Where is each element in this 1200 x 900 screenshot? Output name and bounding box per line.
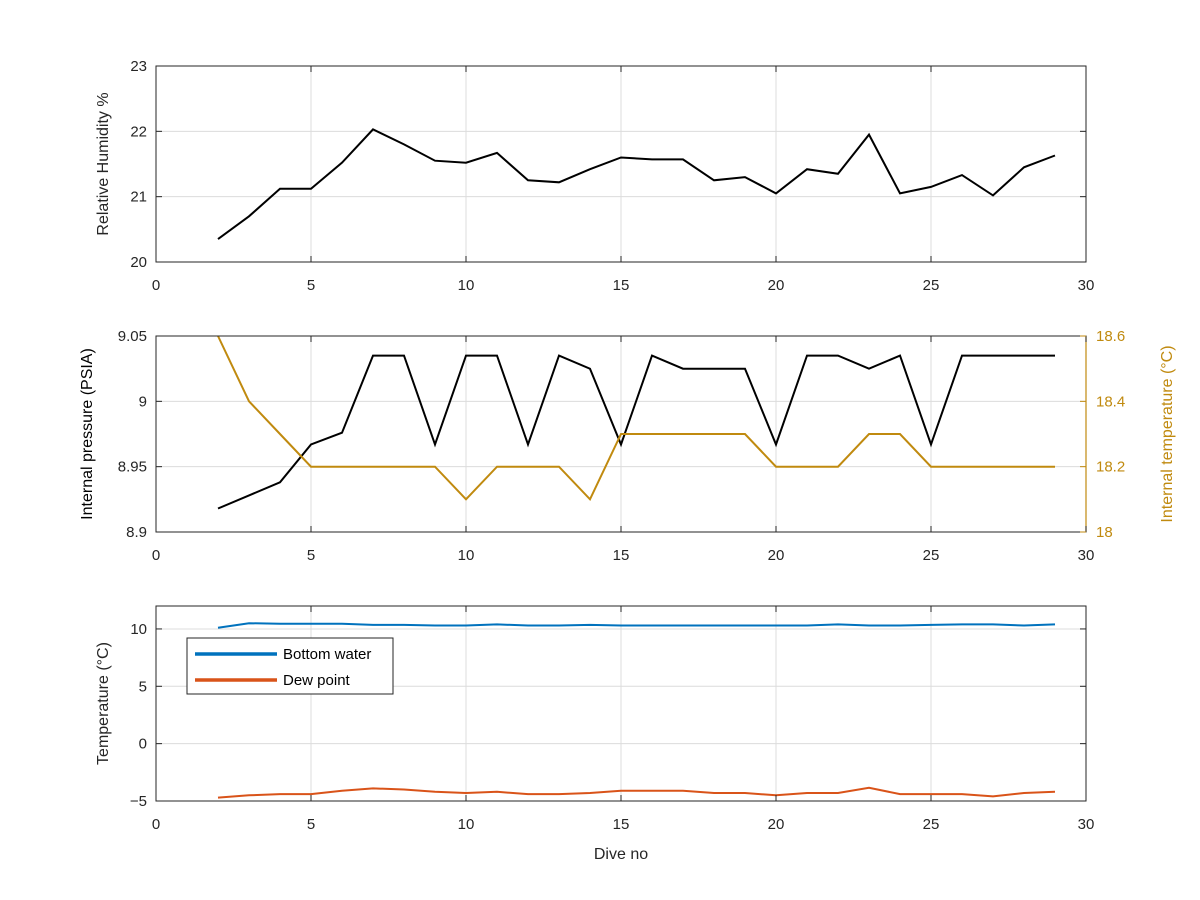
x-tick-label: 10 (458, 547, 475, 564)
right-y-tick-label: 18.2 (1096, 459, 1125, 476)
y-tick-label: 22 (130, 123, 147, 140)
x-tick-label: 30 (1078, 816, 1095, 833)
legend-entry: Dew point (283, 672, 351, 689)
series-line-0-0 (217, 128, 1056, 240)
y-tick-label: 9 (139, 393, 147, 410)
x-tick-label: 20 (768, 277, 785, 294)
y-tick-label: 9.05 (118, 328, 147, 345)
x-tick-label: 15 (613, 277, 630, 294)
x-axis-label: Dive no (594, 846, 648, 863)
x-tick-label: 30 (1078, 277, 1095, 294)
y-tick-label: 10 (130, 621, 147, 638)
series-line-1-0 (217, 354, 1055, 510)
legend: Bottom water Dew point (186, 637, 394, 695)
y-tick-label: 23 (130, 58, 147, 75)
x-tick-label: 5 (307, 277, 315, 294)
x-tick-label: 5 (307, 547, 315, 564)
y-axis-label: Temperature (°C) (95, 642, 112, 765)
legend-box (186, 637, 394, 695)
temperature-panel: 0 5 10 15 20 25 30 −5 0 5 10 Temperature (°C) Dive n… (95, 605, 1095, 863)
y-tick-label: 8.9 (126, 524, 147, 541)
right-y-tick-label: 18.4 (1096, 393, 1125, 410)
x-tick-label: 15 (613, 816, 630, 833)
y-axis-label: Relative Humidity % (95, 92, 112, 235)
series-line-2-1 (217, 786, 1056, 799)
x-tick-label: 25 (923, 547, 940, 564)
x-tick-label: 20 (768, 816, 785, 833)
x-tick-label: 20 (768, 547, 785, 564)
x-tick-label: 10 (458, 816, 475, 833)
y-tick-label: −5 (130, 793, 147, 810)
x-tick-label: 0 (152, 277, 160, 294)
y-tick-label: 0 (139, 736, 147, 753)
x-tick-label: 25 (923, 277, 940, 294)
x-tick-label: 25 (923, 816, 940, 833)
humidity-panel: 0 5 10 15 20 25 30 20 21 22 23 Relative Humidity % (95, 58, 1094, 294)
y-tick-label: 21 (130, 189, 147, 206)
y-axis-label: Internal pressure (PSIA) (79, 348, 96, 520)
x-tick-label: 5 (307, 816, 315, 833)
x-tick-label: 15 (613, 547, 630, 564)
x-tick-label: 30 (1078, 547, 1095, 564)
x-tick-label: 0 (152, 547, 160, 564)
legend-entry: Bottom water (283, 646, 371, 663)
x-tick-label: 10 (458, 277, 475, 294)
y-tick-label: 8.95 (118, 459, 147, 476)
right-y-tick-label: 18.6 (1096, 328, 1125, 345)
series-line-2-0 (217, 622, 1056, 629)
series-line-1-1 (217, 335, 1055, 502)
x-tick-label: 0 (152, 816, 160, 833)
pressure-temperature-panel: 0 5 10 15 20 25 30 8.9 8.95 9 9.05 18 18.2 18.4 18.6 In… (79, 328, 1176, 564)
y-tick-label: 5 (139, 678, 147, 695)
right-y-tick-label: 18 (1096, 524, 1113, 541)
y-tick-label: 20 (130, 254, 147, 271)
right-y-axis-label: Internal temperature (°C) (1159, 345, 1176, 522)
